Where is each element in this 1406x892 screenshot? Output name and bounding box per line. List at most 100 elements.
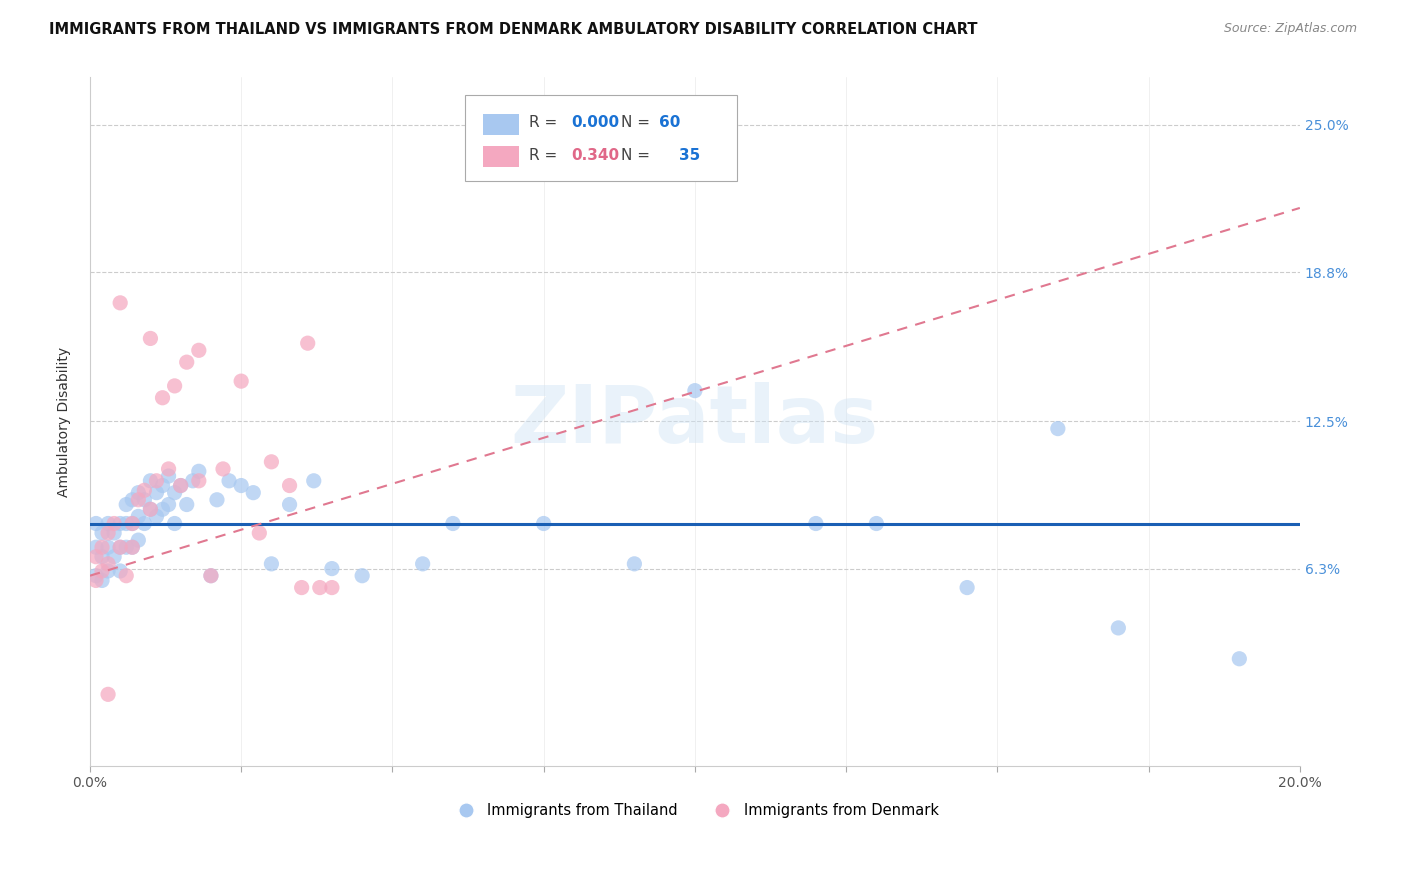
Point [205, 492, 228, 507]
Point [91, 574, 114, 588]
Point [84, 568, 107, 582]
Legend: Immigrants from Thailand, Immigrants from Denmark: Immigrants from Thailand, Immigrants fro… [446, 797, 945, 823]
Point [97, 540, 120, 554]
Point [278, 498, 301, 512]
Point [200, 568, 222, 582]
Point [84, 540, 107, 554]
Point [302, 474, 325, 488]
Point [121, 516, 143, 531]
Text: N =: N = [621, 148, 655, 162]
Point [139, 331, 162, 345]
Point [412, 557, 434, 571]
Point [108, 540, 131, 554]
Point [163, 485, 186, 500]
Point [103, 516, 125, 531]
Point [121, 540, 143, 554]
Text: 0.000: 0.000 [571, 115, 620, 130]
Point [181, 474, 204, 488]
Point [127, 492, 149, 507]
Point [108, 564, 131, 578]
Point [157, 462, 180, 476]
Point [97, 687, 120, 701]
Point [187, 474, 209, 488]
Point [187, 343, 209, 358]
Point [139, 474, 162, 488]
Point [956, 581, 979, 595]
Point [441, 516, 464, 531]
Point [218, 474, 240, 488]
Point [321, 561, 343, 575]
Point [297, 336, 319, 351]
Point [97, 564, 120, 578]
Point [97, 557, 120, 571]
Point [84, 574, 107, 588]
Point [533, 516, 555, 531]
Point [1227, 652, 1250, 666]
Text: IMMIGRANTS FROM THAILAND VS IMMIGRANTS FROM DENMARK AMBULATORY DISABILITY CORREL: IMMIGRANTS FROM THAILAND VS IMMIGRANTS F… [49, 22, 977, 37]
Point [84, 549, 107, 564]
Point [121, 492, 143, 507]
Point [91, 564, 114, 578]
Point [212, 462, 235, 476]
Point [170, 478, 193, 492]
Point [139, 502, 162, 516]
Point [231, 478, 253, 492]
Point [115, 540, 138, 554]
Point [115, 568, 138, 582]
Point [134, 492, 156, 507]
Y-axis label: Ambulatory Disability: Ambulatory Disability [58, 346, 72, 497]
Point [231, 374, 253, 388]
Point [139, 502, 162, 516]
Point [91, 549, 114, 564]
Point [247, 526, 270, 541]
FancyBboxPatch shape [484, 146, 519, 167]
Point [121, 540, 143, 554]
Point [108, 540, 131, 554]
FancyBboxPatch shape [484, 114, 519, 135]
Point [145, 509, 167, 524]
Point [145, 474, 167, 488]
Point [163, 516, 186, 531]
Point [127, 485, 149, 500]
Point [321, 581, 343, 595]
Point [176, 498, 198, 512]
Text: N =: N = [621, 115, 655, 130]
Point [103, 526, 125, 541]
Point [804, 516, 827, 531]
Point [145, 485, 167, 500]
Point [260, 455, 283, 469]
Point [278, 478, 301, 492]
Point [127, 509, 149, 524]
Point [308, 581, 330, 595]
Text: Source: ZipAtlas.com: Source: ZipAtlas.com [1223, 22, 1357, 36]
Point [157, 498, 180, 512]
Point [1046, 421, 1069, 435]
Point [84, 516, 107, 531]
Point [170, 478, 193, 492]
Point [352, 568, 374, 582]
Point [683, 384, 706, 398]
Text: 60: 60 [658, 115, 681, 130]
Point [152, 502, 174, 516]
Point [108, 516, 131, 531]
Text: 0.340: 0.340 [571, 148, 620, 162]
Text: R =: R = [529, 115, 562, 130]
Text: 35: 35 [679, 148, 700, 162]
Point [187, 464, 209, 478]
Point [91, 526, 114, 541]
Point [103, 549, 125, 564]
Point [134, 483, 156, 498]
Point [163, 379, 186, 393]
Point [108, 296, 131, 310]
Point [97, 516, 120, 531]
Text: R =: R = [529, 148, 562, 162]
Point [97, 526, 120, 541]
Point [127, 533, 149, 548]
Point [152, 478, 174, 492]
Point [121, 516, 143, 531]
Point [291, 581, 314, 595]
Point [1107, 621, 1129, 635]
FancyBboxPatch shape [465, 95, 737, 181]
Point [134, 516, 156, 531]
Point [260, 557, 283, 571]
